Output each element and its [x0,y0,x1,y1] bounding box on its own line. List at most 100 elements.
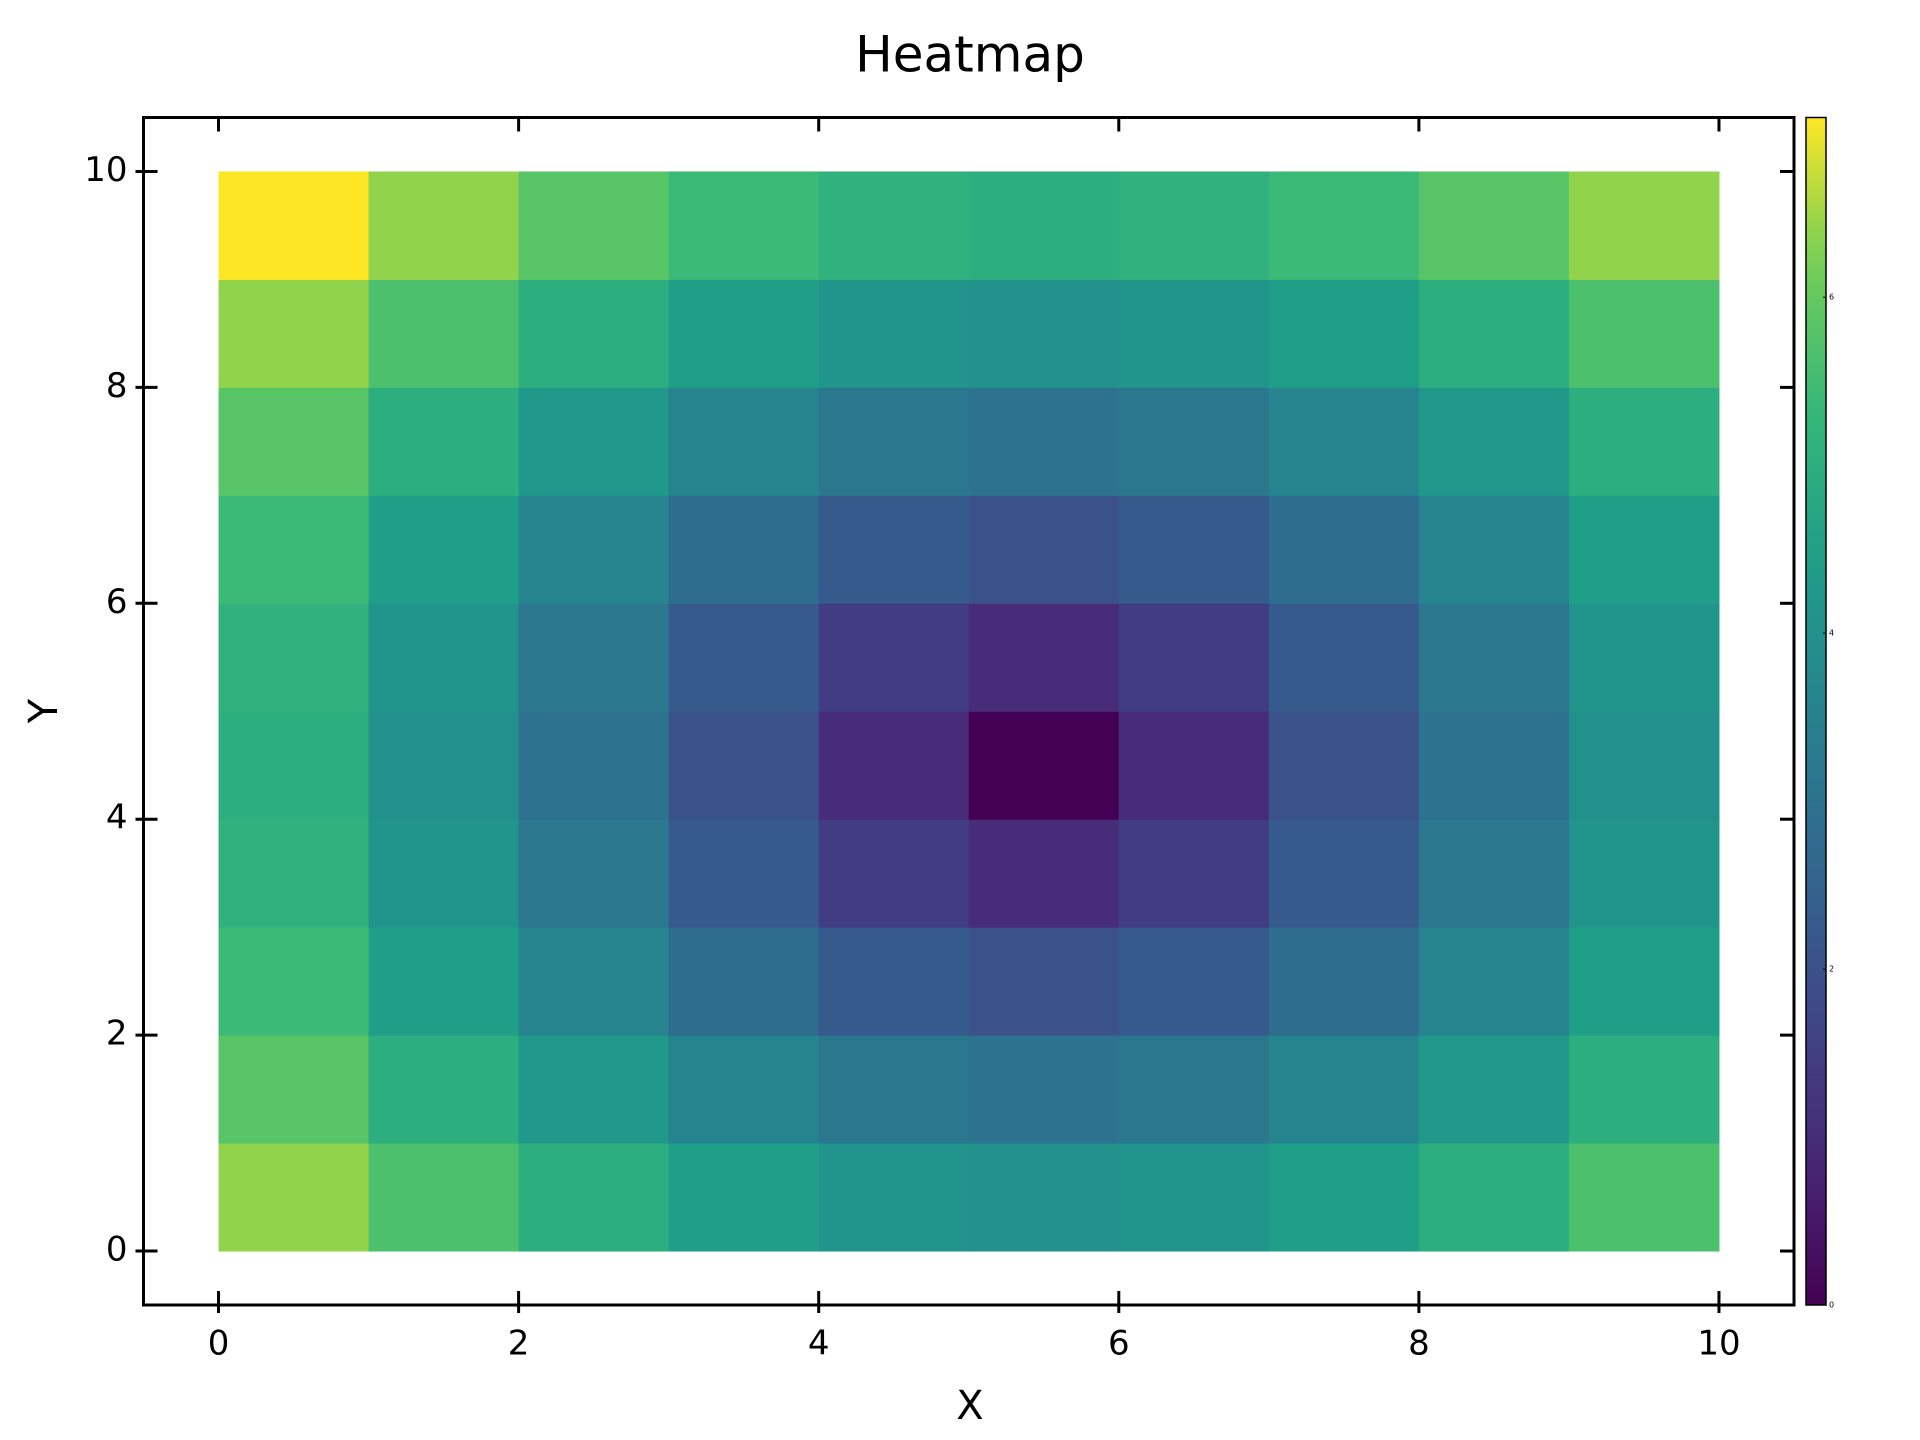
heatmap-cell [1568,819,1720,928]
heatmap-cell [518,1035,670,1144]
colorbar-tick-label: 0 [1829,1301,1834,1310]
heatmap-cell [968,1035,1120,1144]
heatmap-cell [968,927,1120,1036]
heatmap-cell [518,171,670,280]
heatmap-cell [518,387,670,496]
heatmap-cell [668,387,820,496]
heatmap-cell [1568,279,1720,388]
heatmap-cell [1268,1143,1420,1252]
heatmap-cell [1118,387,1270,496]
heatmap-cell [1268,171,1420,280]
x-tick-label: 2 [508,1324,530,1364]
heatmap-cell [218,279,370,388]
heatmap-cell [668,279,820,388]
y-axis-label: Y [21,698,67,724]
plot-frame [142,116,1796,1307]
heatmap-cell [1418,495,1570,604]
heatmap-cell [218,1035,370,1144]
heatmap-cell [968,711,1120,820]
heatmap-cell [1418,711,1570,820]
heatmap-cell [218,927,370,1036]
heatmap-cell [818,711,970,820]
heatmap-cell [368,711,520,820]
heatmap-cell [1568,1143,1720,1252]
heatmap-cell [1118,1035,1270,1144]
x-tick-label: 10 [1697,1324,1740,1364]
heatmap-cell [818,1035,970,1144]
heatmap-cell [818,819,970,928]
heatmap-cell [518,927,670,1036]
y-tick-label: 2 [106,1014,128,1054]
heatmap-cell [518,495,670,604]
heatmap-cell [968,603,1120,712]
heatmap-cell [668,171,820,280]
heatmap-cell [368,927,520,1036]
heatmap-cell [368,819,520,928]
heatmap-cell [818,603,970,712]
heatmap-cell [368,387,520,496]
heatmap-cell [368,279,520,388]
y-tick-label: 10 [84,150,127,190]
heatmap-cell [668,603,820,712]
heatmap-cell [368,1035,520,1144]
heatmap-cell [1268,387,1420,496]
heatmap-cell [1118,495,1270,604]
heatmap-cell [218,819,370,928]
heatmap-cell [968,387,1120,496]
heatmap-cell [1418,1035,1570,1144]
heatmap-cell [968,819,1120,928]
heatmap-cell [1118,603,1270,712]
heatmap-cell [1418,279,1570,388]
heatmap-cell [1268,495,1420,604]
heatmap-cell [1118,819,1270,928]
heatmap-cell [1268,603,1420,712]
heatmap-cell [818,171,970,280]
heatmap-cell [218,1143,370,1252]
heatmap-cell [368,495,520,604]
colorbar-tick-label: 4 [1829,629,1834,638]
heatmap-cell [368,171,520,280]
heatmap-cell [668,1143,820,1252]
heatmap-cell [1268,1035,1420,1144]
heatmap-cell [1568,1035,1720,1144]
heatmap-cell [1568,495,1720,604]
heatmap-cell [968,1143,1120,1252]
y-tick-label: 6 [106,582,128,622]
heatmap-cell [1268,819,1420,928]
heatmap-cell [1118,711,1270,820]
heatmap-cell [218,603,370,712]
heatmap-cell [968,171,1120,280]
heatmap-cell [1418,1143,1570,1252]
heatmap-cell [1418,387,1570,496]
heatmap-cell [818,279,970,388]
heatmap-cell [1568,171,1720,280]
heatmap-cell [1418,819,1570,928]
heatmap-cell [218,171,370,280]
colorbar-tick-label: 2 [1829,965,1834,974]
heatmap-cell [668,495,820,604]
heatmap-cell [368,1143,520,1252]
heatmap-cell [218,495,370,604]
heatmap-cell [968,495,1120,604]
heatmap-cell [218,387,370,496]
heatmap-cell [818,387,970,496]
heatmap-cell [1118,279,1270,388]
heatmap-cell [1418,603,1570,712]
heatmap-cell [518,819,670,928]
heatmap-cell [668,711,820,820]
heatmap-cell [818,1143,970,1252]
heatmap-cell [1418,927,1570,1036]
x-tick-label: 4 [808,1324,830,1364]
heatmap-cell [1568,603,1720,712]
heatmap-cell [1568,927,1720,1036]
heatmap-cell [818,927,970,1036]
heatmap-cell [968,279,1120,388]
heatmap-cell [668,927,820,1036]
chart-title: Heatmap [855,26,1085,84]
heatmap-cell [518,711,670,820]
heatmap-cell [1418,171,1570,280]
y-tick-label: 4 [106,798,128,838]
heatmap-cell [1118,1143,1270,1252]
heatmap-cell [668,819,820,928]
